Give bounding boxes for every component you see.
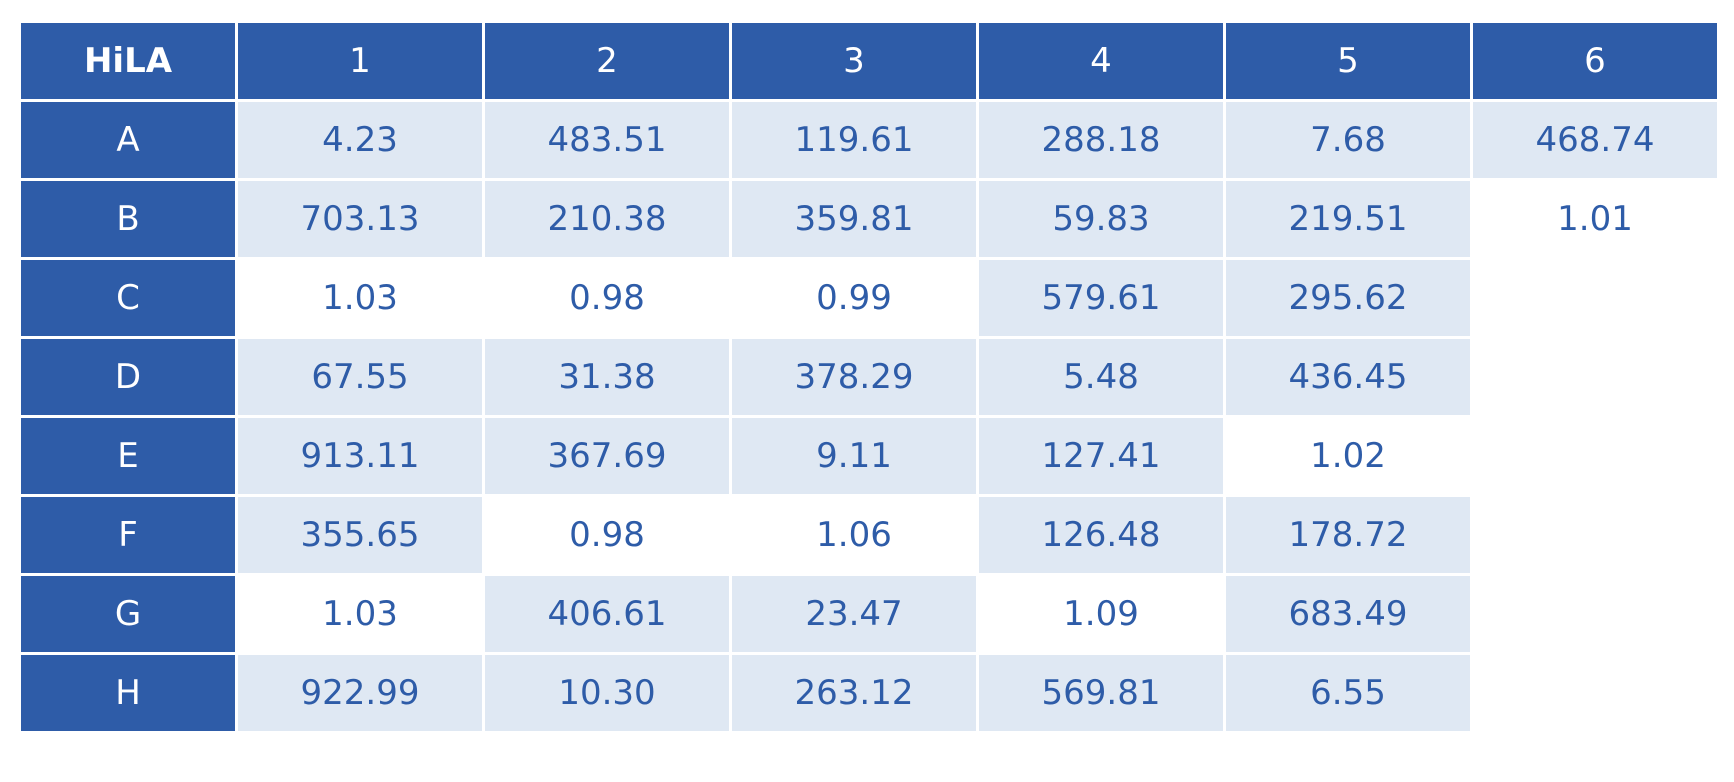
column-header: 4 [976, 20, 1226, 102]
table-cell: 59.83 [976, 178, 1226, 260]
table-cell: 23.47 [729, 573, 979, 655]
table-cell: 359.81 [729, 178, 979, 260]
table-cell: 1.06 [729, 494, 979, 576]
corner-header: HiLA [18, 20, 238, 102]
table-cell: 1.03 [235, 573, 485, 655]
column-header: 2 [482, 20, 732, 102]
table-row: A 4.23 483.51 119.61 288.18 7.68 468.74 [18, 99, 1720, 181]
table-cell: 569.81 [976, 652, 1226, 734]
table-cell: 210.38 [482, 178, 732, 260]
table-cell: 1.02 [1223, 415, 1473, 497]
table-row: F 355.65 0.98 1.06 126.48 178.72 [18, 494, 1720, 576]
table-cell: 295.62 [1223, 257, 1473, 339]
table-cell: 406.61 [482, 573, 732, 655]
table-cell: 67.55 [235, 336, 485, 418]
table-cell: 31.38 [482, 336, 732, 418]
empty-cell [1470, 494, 1720, 576]
table-cell: 355.65 [235, 494, 485, 576]
empty-cell [1470, 652, 1720, 734]
table-row: E 913.11 367.69 9.11 127.41 1.02 [18, 415, 1720, 497]
table-cell: 0.98 [482, 257, 732, 339]
table-row: D 67.55 31.38 378.29 5.48 436.45 [18, 336, 1720, 418]
table-cell: 922.99 [235, 652, 485, 734]
empty-cell [1470, 257, 1720, 339]
table-row: G 1.03 406.61 23.47 1.09 683.49 [18, 573, 1720, 655]
table-cell: 1.03 [235, 257, 485, 339]
table-cell: 288.18 [976, 99, 1226, 181]
table-cell: 378.29 [729, 336, 979, 418]
table-cell: 119.61 [729, 99, 979, 181]
empty-cell [1470, 415, 1720, 497]
table-cell: 219.51 [1223, 178, 1473, 260]
table-cell: 5.48 [976, 336, 1226, 418]
table-cell: 0.98 [482, 494, 732, 576]
column-header: 5 [1223, 20, 1473, 102]
row-header: H [18, 652, 238, 734]
empty-cell [1470, 336, 1720, 418]
table-cell: 126.48 [976, 494, 1226, 576]
table-cell: 127.41 [976, 415, 1226, 497]
table-row: C 1.03 0.98 0.99 579.61 295.62 [18, 257, 1720, 339]
row-header: C [18, 257, 238, 339]
table-cell: 178.72 [1223, 494, 1473, 576]
table-cell: 367.69 [482, 415, 732, 497]
row-header: F [18, 494, 238, 576]
table-cell: 4.23 [235, 99, 485, 181]
table-cell: 1.09 [976, 573, 1226, 655]
row-header: B [18, 178, 238, 260]
row-header: A [18, 99, 238, 181]
table-cell: 10.30 [482, 652, 732, 734]
table-cell: 683.49 [1223, 573, 1473, 655]
table-cell: 1.01 [1470, 178, 1720, 260]
table-cell: 483.51 [482, 99, 732, 181]
table-cell: 263.12 [729, 652, 979, 734]
table-row: B 703.13 210.38 359.81 59.83 219.51 1.01 [18, 178, 1720, 260]
empty-cell [1470, 573, 1720, 655]
table-cell: 579.61 [976, 257, 1226, 339]
table-row: H 922.99 10.30 263.12 569.81 6.55 [18, 652, 1720, 734]
table-cell: 703.13 [235, 178, 485, 260]
table-cell: 6.55 [1223, 652, 1473, 734]
column-header: 1 [235, 20, 485, 102]
table-cell: 436.45 [1223, 336, 1473, 418]
column-header: 3 [729, 20, 979, 102]
data-table: HiLA 1 2 3 4 5 6 A 4.23 483.51 119.61 288.18 7.68 46… [18, 20, 1720, 734]
row-header: D [18, 336, 238, 418]
table-cell: 7.68 [1223, 99, 1473, 181]
column-header: 6 [1470, 20, 1720, 102]
table-body: A 4.23 483.51 119.61 288.18 7.68 468.74 B 703.13… [18, 99, 1720, 734]
table-cell: 468.74 [1470, 99, 1720, 181]
table-cell: 9.11 [729, 415, 979, 497]
header-row: HiLA 1 2 3 4 5 6 [18, 20, 1720, 102]
row-header: G [18, 573, 238, 655]
table-cell: 0.99 [729, 257, 979, 339]
row-header: E [18, 415, 238, 497]
table-cell: 913.11 [235, 415, 485, 497]
